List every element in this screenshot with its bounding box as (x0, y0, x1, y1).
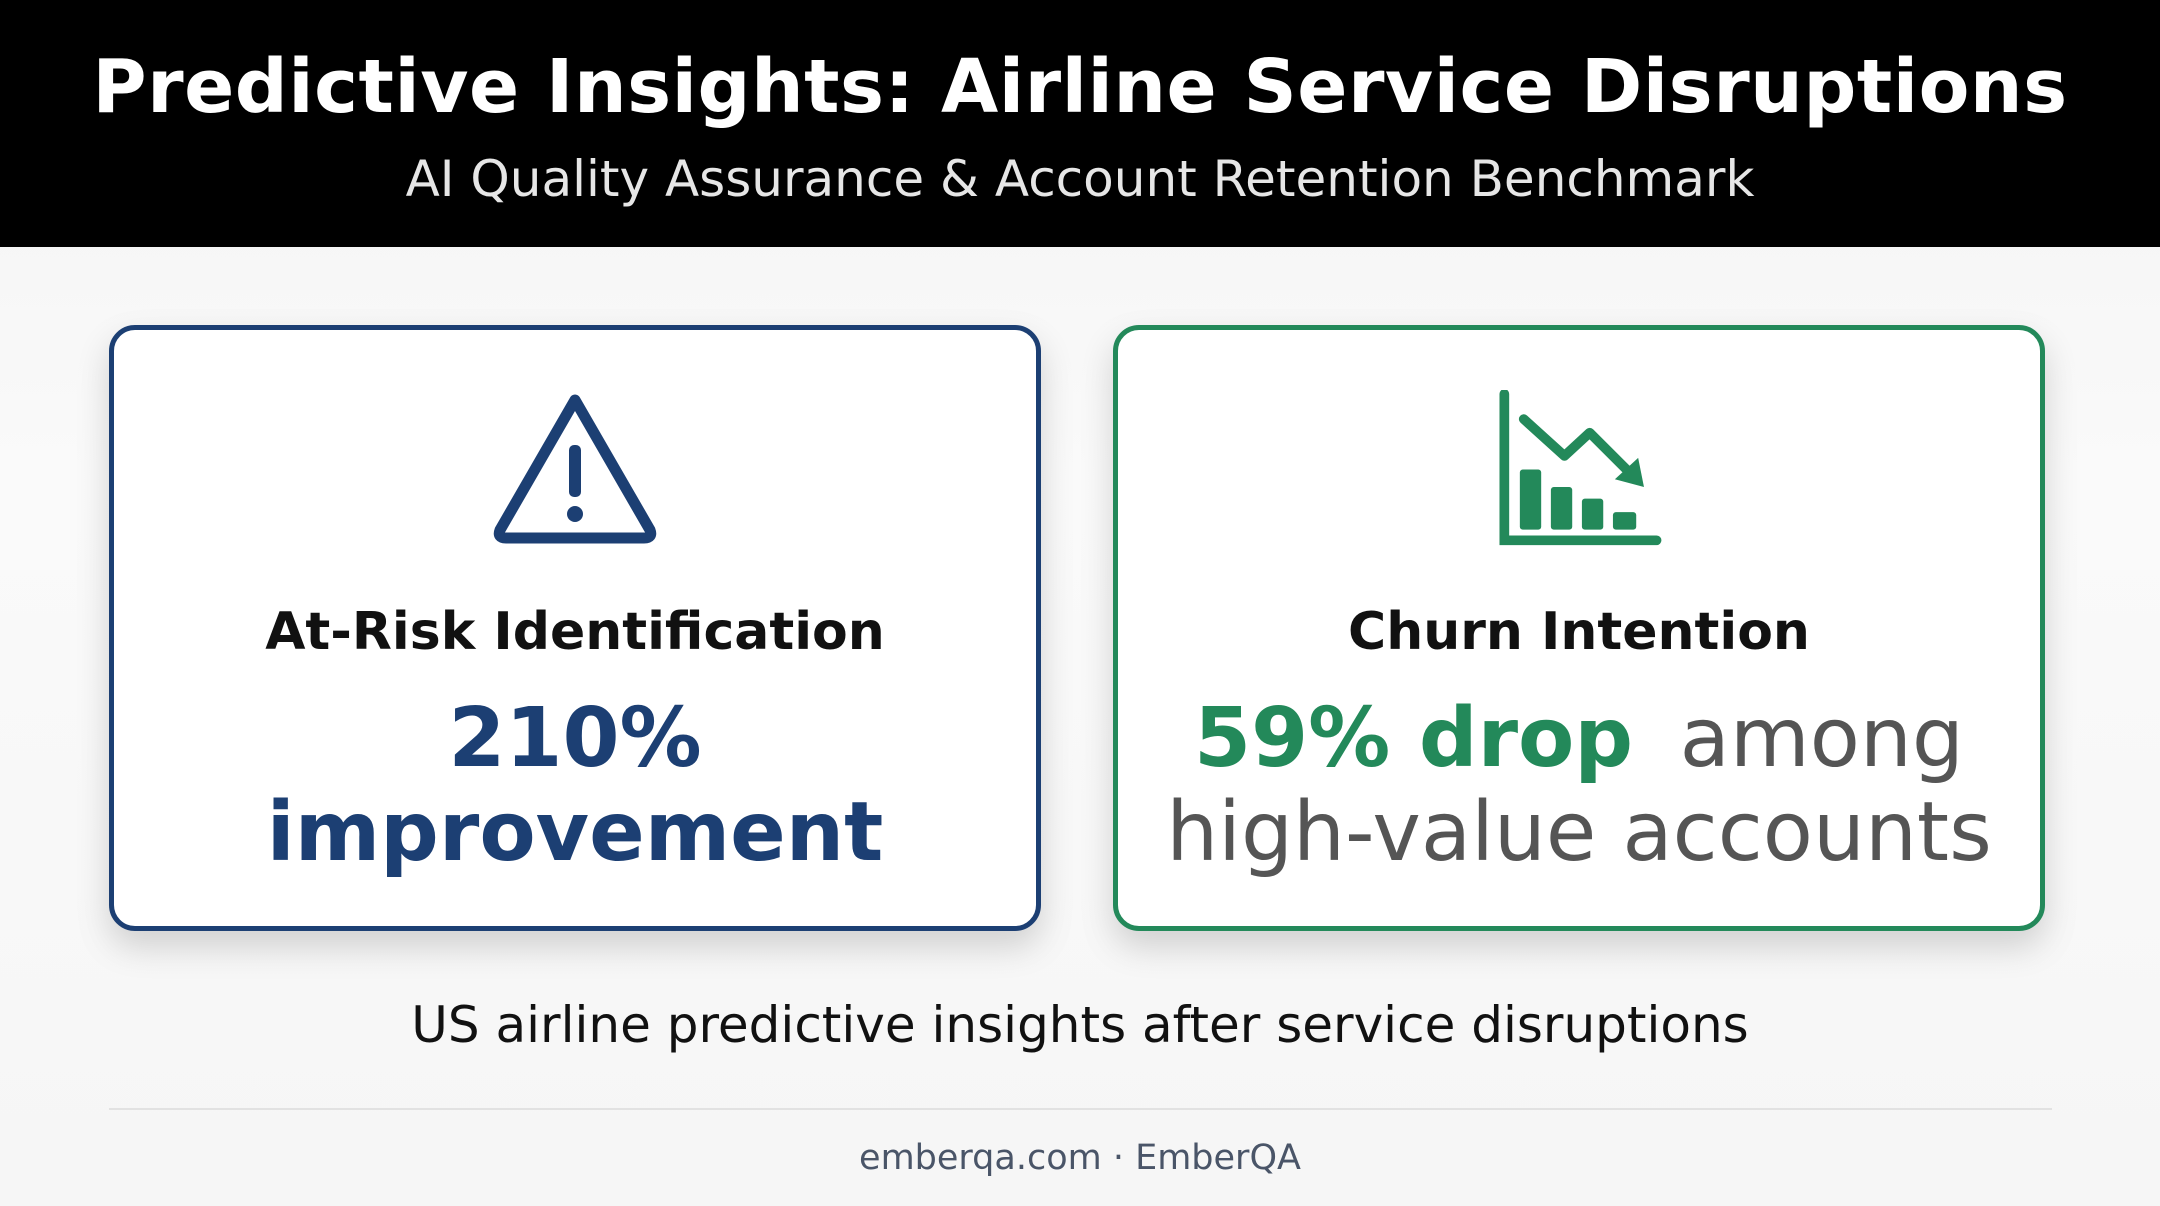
metric-text: among high-value accounts (1166, 691, 1992, 880)
metric-value: 210% (448, 691, 702, 786)
metric: 210% improvement (145, 692, 1005, 880)
footer: emberqa.com · EmberQA (859, 1138, 1301, 1178)
subtitle: AI Quality Assurance & Account Retention… (405, 150, 1755, 208)
metric: 59% drop among high-value accounts (1149, 692, 2009, 880)
card: Churn Intention 59% drop among high-valu… (1113, 325, 2045, 931)
card: At-Risk Identification 210% improvement (109, 325, 1041, 931)
chart-down-icon (1499, 390, 1662, 546)
divider (109, 1108, 2052, 1110)
header: Predictive Insights: Airline Service Dis… (0, 0, 2160, 247)
card-title: Churn Intention (1348, 602, 1810, 662)
metric-text: improvement (266, 785, 884, 880)
caption: US airline predictive insights after ser… (411, 996, 1749, 1054)
card-title: At-Risk Identification (265, 602, 885, 662)
title: Predictive Insights: Airline Service Dis… (92, 44, 2068, 130)
warning-icon (493, 394, 657, 544)
metric-value: 59% drop (1194, 691, 1634, 786)
